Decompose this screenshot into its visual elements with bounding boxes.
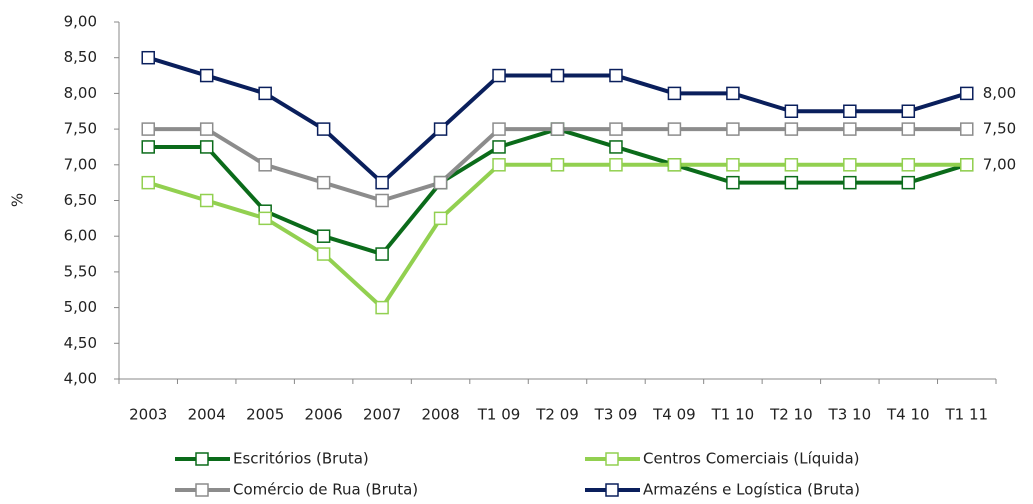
x-tick-label: T3 09 (594, 406, 638, 424)
point-marker (375, 247, 389, 261)
point-marker (492, 122, 506, 136)
point-marker (316, 175, 331, 190)
legend-marker (605, 452, 619, 466)
y-tick-label: 7,00 (64, 155, 97, 173)
y-tick-label: 5,50 (64, 262, 97, 280)
point-marker (784, 158, 799, 172)
point-marker (901, 104, 916, 118)
value-label: 8,00 (983, 84, 1016, 102)
series-line (148, 127, 968, 257)
point-marker (843, 104, 857, 118)
x-tick-label: 2003 (129, 406, 167, 424)
x-tick-label: T1 11 (944, 406, 988, 424)
point-marker (901, 175, 916, 190)
point-marker (141, 175, 155, 190)
y-tick-label: 6,50 (64, 191, 97, 209)
y-tick-label: 9,00 (64, 13, 97, 31)
x-tick-label: T4 10 (886, 406, 930, 424)
point-marker (316, 229, 331, 243)
point-marker (258, 158, 272, 172)
point-marker (492, 158, 506, 172)
x-tick-label: 2005 (246, 406, 284, 424)
y-tick-label: 8,50 (64, 48, 97, 66)
legend-label: Comércio de Rua (Bruta) (233, 481, 418, 499)
point-marker (492, 140, 506, 154)
x-tick-label: 2004 (188, 406, 226, 424)
point-marker (550, 68, 565, 83)
point-marker (550, 122, 565, 136)
point-marker (667, 122, 682, 136)
point-marker (199, 68, 214, 83)
point-marker (609, 122, 623, 136)
point-marker (901, 122, 916, 136)
legend-label: Escritórios (Bruta) (233, 450, 369, 468)
point-marker (960, 122, 974, 136)
x-tick-label: 2006 (305, 406, 343, 424)
point-marker (784, 175, 799, 190)
point-marker (199, 140, 214, 154)
point-marker (784, 122, 799, 136)
x-tick-label: T2 10 (769, 406, 813, 424)
point-marker (141, 50, 155, 65)
point-marker (258, 86, 272, 101)
point-marker (726, 158, 740, 172)
y-tick-label: 4,50 (64, 334, 97, 352)
point-marker (375, 175, 389, 190)
legend-label: Centros Comerciais (Líquida) (643, 450, 860, 468)
x-tick-label: T1 09 (477, 406, 521, 424)
point-marker (258, 211, 272, 226)
point-marker (784, 104, 799, 118)
point-marker (609, 68, 623, 83)
point-marker (726, 122, 740, 136)
point-marker (141, 122, 155, 136)
point-marker (316, 247, 331, 261)
x-tick-label: 2007 (363, 406, 401, 424)
point-marker (667, 158, 682, 172)
point-marker (726, 175, 740, 190)
point-marker (375, 300, 389, 315)
point-marker (433, 175, 448, 190)
y-tick-label: 7,50 (64, 120, 97, 138)
x-tick-label: 2008 (421, 406, 459, 424)
x-tick-label: T2 09 (535, 406, 579, 424)
y-tick-label: 5,00 (64, 298, 97, 316)
point-marker (375, 193, 389, 208)
point-marker (141, 140, 155, 154)
point-marker (316, 122, 331, 136)
value-label: 7,00 (983, 155, 1016, 173)
point-marker (433, 211, 448, 226)
x-tick-label: T3 10 (828, 406, 872, 424)
point-marker (901, 158, 916, 172)
value-label: 7,50 (983, 120, 1016, 138)
point-marker (199, 193, 214, 208)
x-tick-label: T1 10 (711, 406, 755, 424)
point-marker (960, 158, 974, 172)
point-marker (843, 158, 857, 172)
point-marker (667, 86, 682, 101)
point-marker (550, 158, 565, 172)
point-marker (609, 158, 623, 172)
y-tick-label: 4,00 (64, 370, 97, 388)
legend-marker (605, 483, 619, 497)
point-marker (492, 68, 506, 83)
legend-label: Armazéns e Logística (Bruta) (643, 481, 860, 499)
y-axis-label: % (9, 193, 27, 207)
point-marker (199, 122, 214, 136)
y-tick-label: 6,00 (64, 227, 97, 245)
point-marker (843, 122, 857, 136)
legend-marker (195, 452, 209, 466)
point-marker (609, 140, 623, 154)
y-tick-label: 8,00 (64, 84, 97, 102)
point-marker (726, 86, 740, 101)
point-marker (960, 86, 974, 101)
x-tick-label: T4 09 (652, 406, 696, 424)
point-marker (433, 122, 448, 136)
legend-marker (195, 483, 209, 497)
point-marker (843, 175, 857, 190)
